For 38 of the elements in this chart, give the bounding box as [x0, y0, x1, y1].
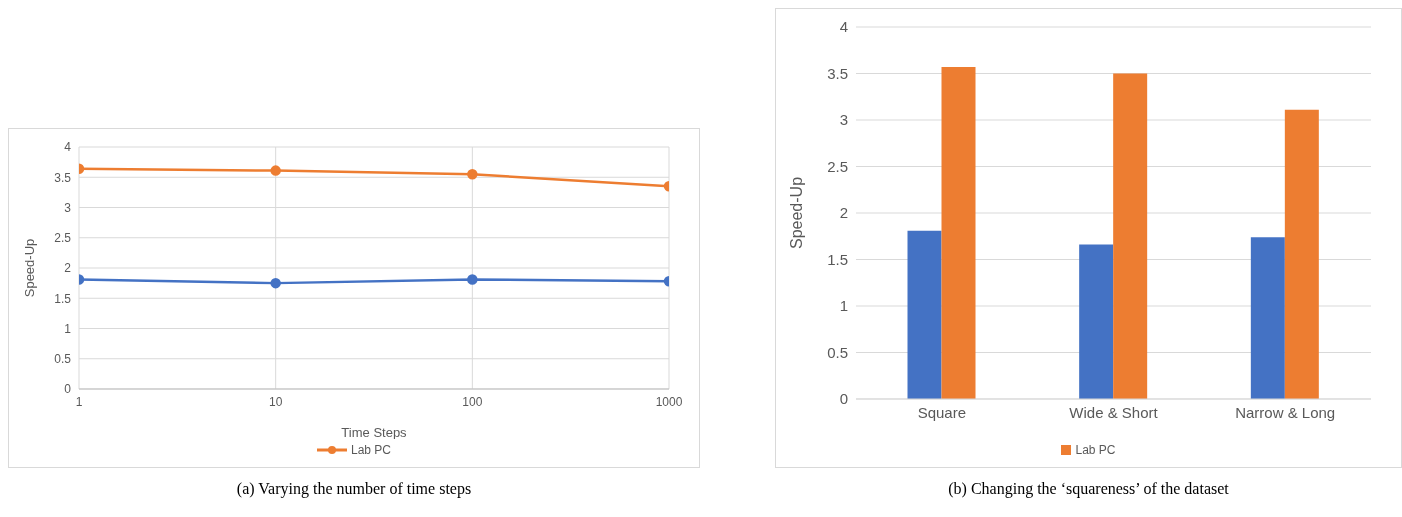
bar: [907, 230, 942, 399]
y-tick-label: 3.5: [54, 170, 72, 185]
x-tick-label: 100: [462, 394, 483, 409]
bar: [1079, 244, 1114, 399]
y-axis-title: Speed-Up: [21, 238, 37, 298]
y-tick-label: 3: [64, 200, 72, 215]
y-tick-label: 1.5: [54, 291, 72, 306]
y-axis-title: Speed-Up: [787, 176, 805, 250]
x-tick-label: 1000: [655, 394, 683, 409]
x-tick-label: 1: [75, 394, 83, 409]
legend-label: Lab PC: [1075, 443, 1116, 457]
y-tick-label: 2.5: [827, 157, 848, 175]
x-tick-label: Wide & Short: [1069, 403, 1159, 421]
x-tick-label: Narrow & Long: [1235, 403, 1336, 421]
y-tick-label: 1: [839, 297, 848, 315]
bar: [941, 66, 976, 399]
bar: [1284, 109, 1319, 399]
y-tick-label: 4: [64, 140, 72, 155]
x-tick-label: 10: [268, 394, 283, 409]
y-tick-label: 3.5: [827, 64, 848, 82]
legend-label: Lab PC: [350, 443, 392, 457]
y-tick-label: 2: [839, 204, 848, 222]
text: (a) Varying the number of time steps: [236, 480, 472, 498]
y-tick-label: 2.5: [54, 231, 72, 246]
y-tick-label: 3: [839, 111, 848, 129]
text: (b) Changing the ‘squareness’ of the dataset: [948, 480, 1229, 498]
y-tick-label: 2: [64, 261, 72, 276]
bar: [1113, 73, 1148, 399]
y-tick-label: 0: [839, 390, 848, 408]
x-axis-title: Time Steps: [341, 425, 408, 440]
y-tick-label: 0.5: [827, 343, 848, 361]
y-tick-label: 0: [64, 382, 72, 397]
bar: [1250, 237, 1285, 399]
x-tick-label: Square: [917, 403, 967, 421]
y-tick-label: 1.5: [827, 250, 848, 268]
y-tick-label: 0.5: [54, 352, 72, 367]
y-tick-label: 1: [64, 321, 72, 336]
y-tick-label: 4: [839, 18, 848, 36]
